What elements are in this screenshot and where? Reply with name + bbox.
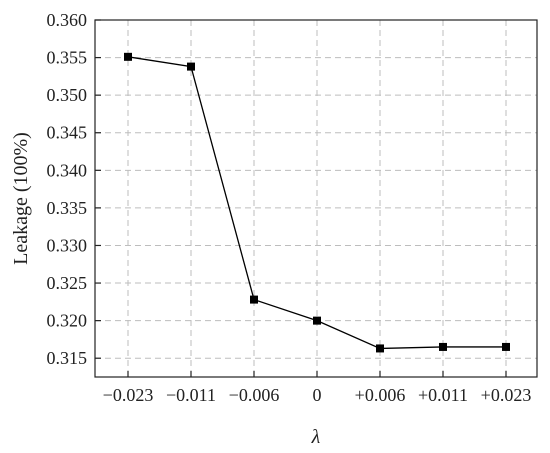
tick-labels: 0.315 0.320 0.325 0.330 0.335 0.340 0.345 0.350… [47,10,532,405]
axis-ticks [95,19,507,377]
y-tick-label: 0.345 [47,123,88,143]
y-tick-label: 0.315 [47,348,88,368]
y-tick-label: 0.325 [47,273,88,293]
y-tick-label: 0.360 [47,10,88,30]
data-point-marker [313,316,321,325]
y-tick-label: 0.350 [47,85,88,105]
y-axis-title: Leakage (100%) [10,132,32,265]
x-tick-label: +0.011 [418,385,468,405]
data-point-marker [124,52,132,61]
y-tick-label: 0.320 [47,311,88,331]
data-point-marker [502,342,510,351]
data-point-marker [250,295,258,304]
y-tick-label: 0.355 [47,48,88,68]
x-tick-label: +0.006 [355,385,406,405]
data-point-marker [187,62,195,71]
x-tick-label: 0 [313,385,322,405]
x-tick-label: −0.006 [229,385,280,405]
data-point-marker [439,342,447,351]
x-tick-label: +0.023 [481,385,532,405]
plot-frame [94,19,538,378]
x-axis-title: λ [311,426,321,448]
y-tick-label: 0.340 [47,160,88,180]
x-tick-label: −0.023 [103,385,154,405]
series-line [124,52,510,353]
y-tick-label: 0.330 [47,235,88,255]
x-tick-label: −0.011 [166,385,216,405]
y-tick-label: 0.335 [47,198,88,218]
data-point-marker [376,344,384,353]
